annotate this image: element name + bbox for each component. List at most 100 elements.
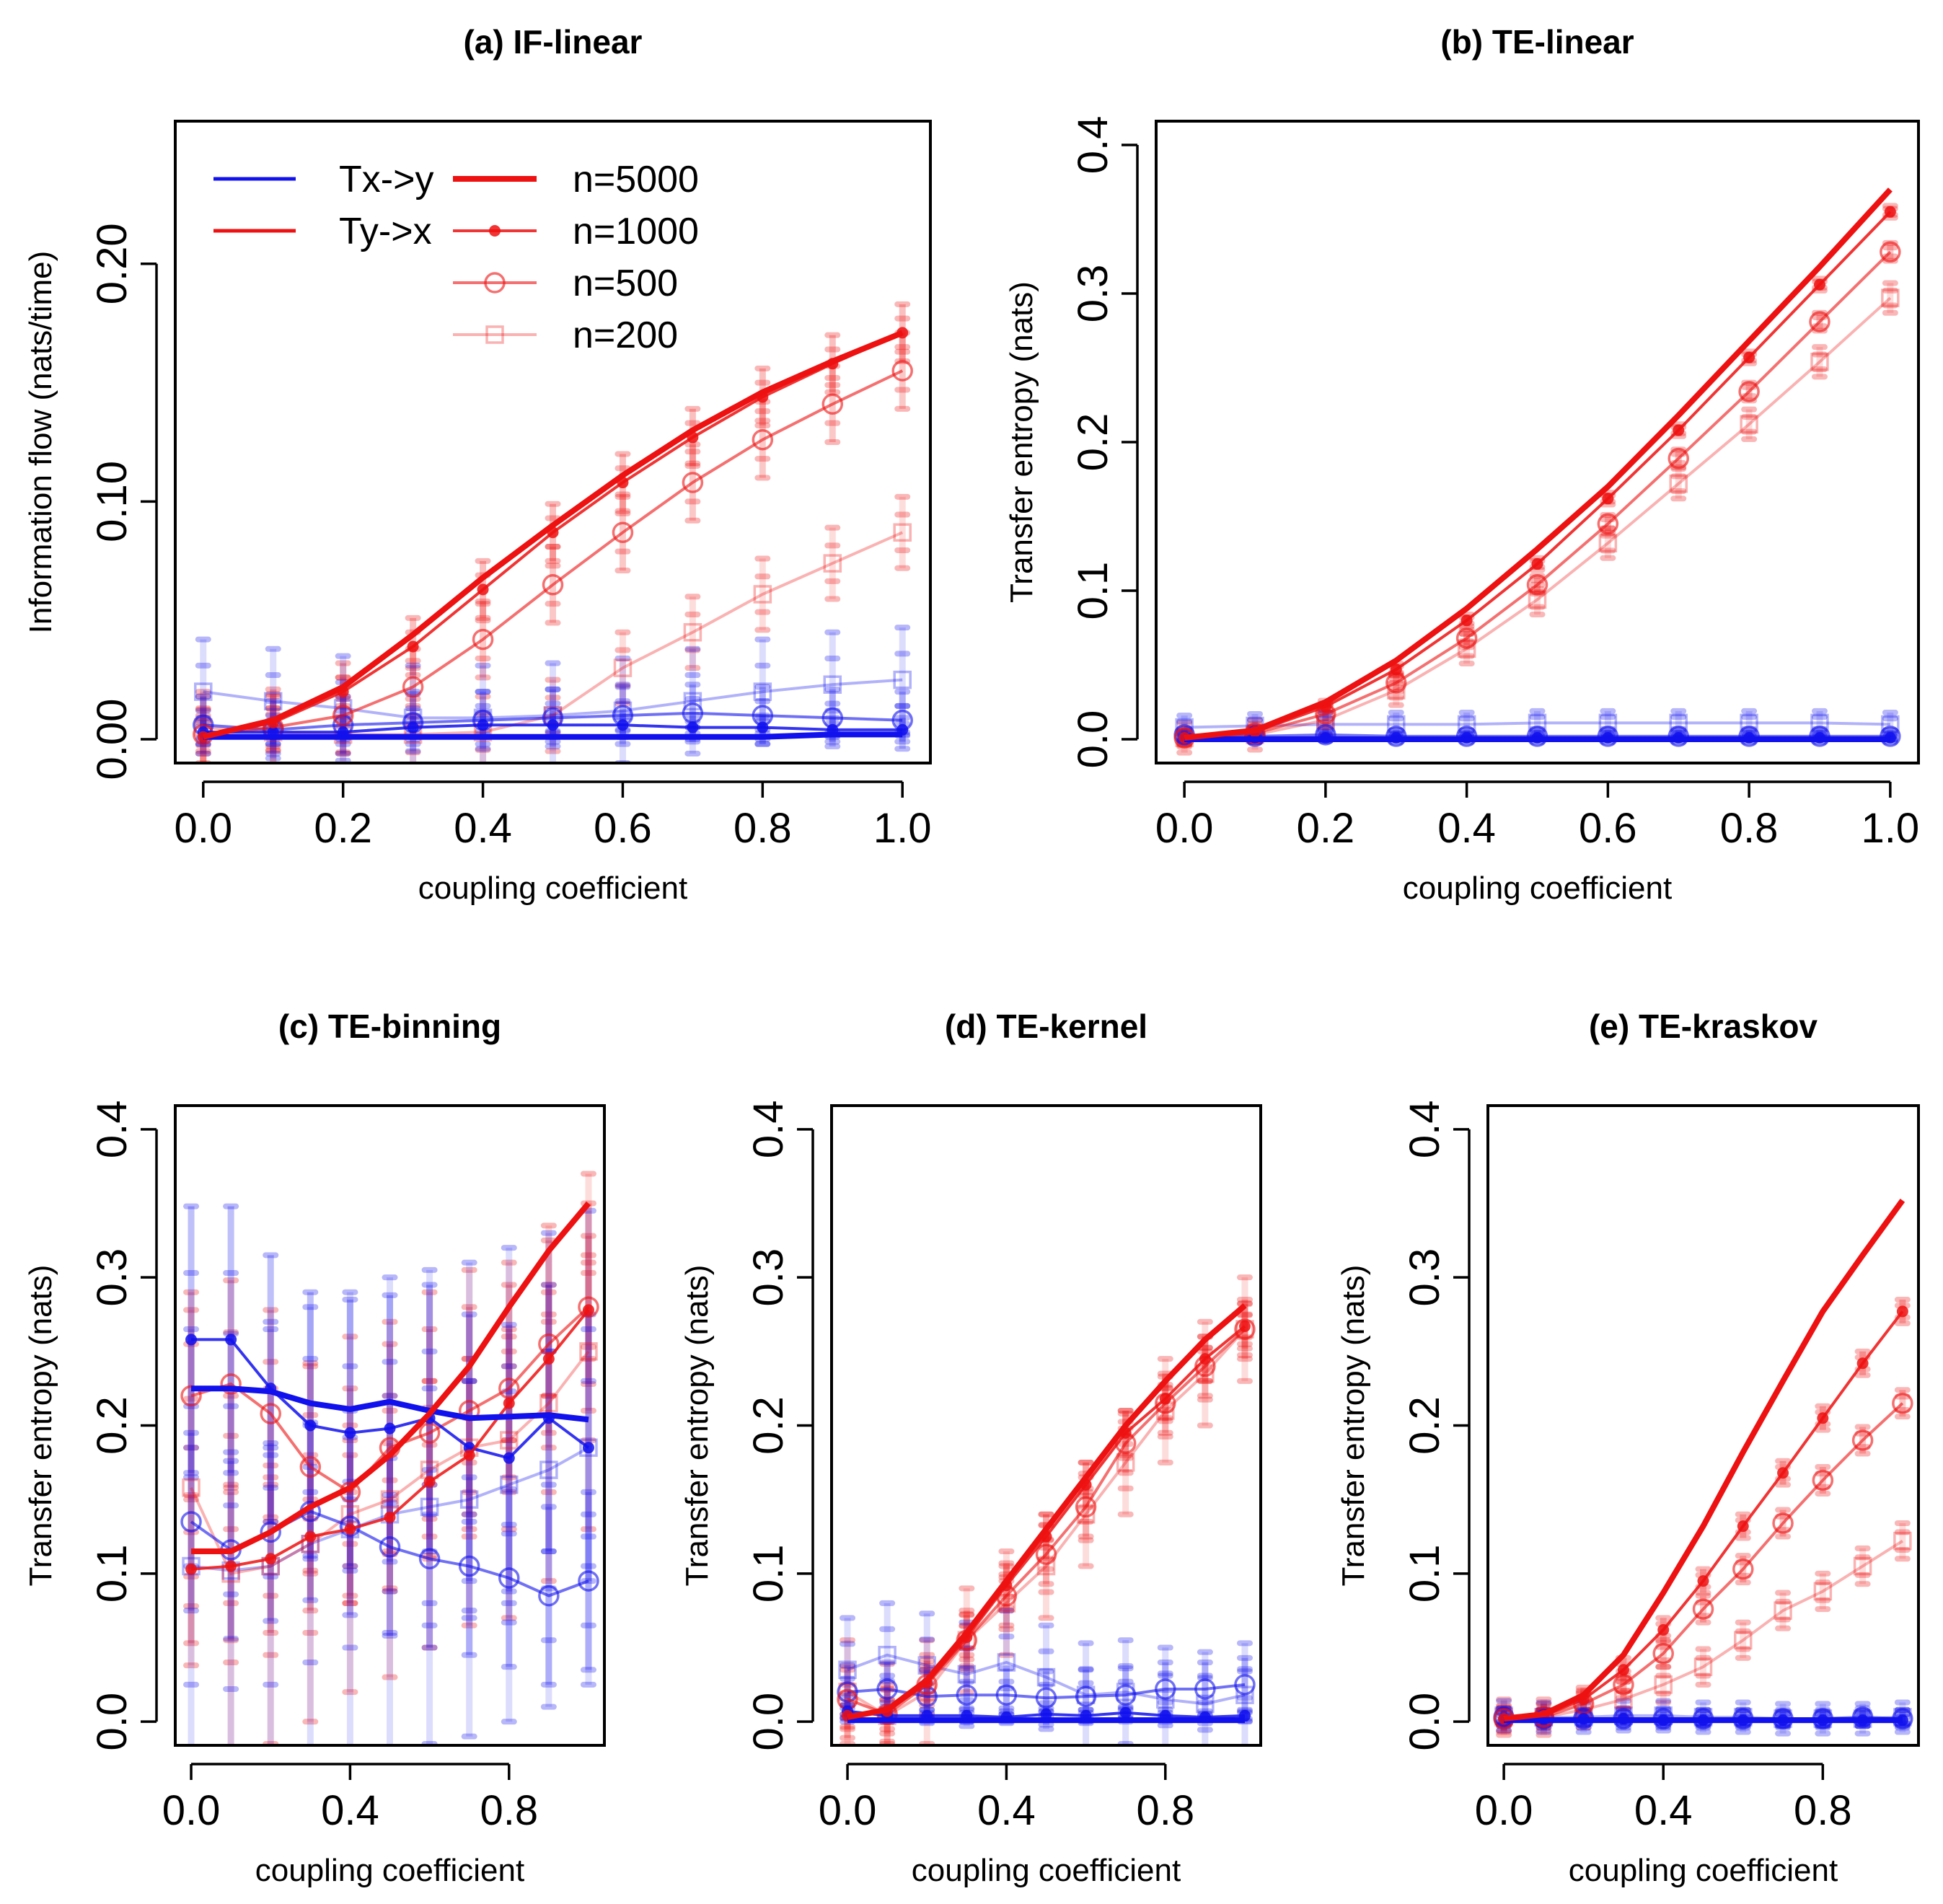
data-point xyxy=(463,1449,475,1461)
panel-b: 0.0 0.2 0.4 0.6 0.8 1.0 0.0 0.1 0.2 0.3 0.4 (b) TE-… xyxy=(1004,23,1920,906)
x-axis-label: coupling coefficient xyxy=(255,1853,524,1888)
series-line xyxy=(1504,1540,1903,1719)
data-point xyxy=(423,1476,436,1488)
data-point xyxy=(1817,1412,1829,1424)
y-tick-label: 0.4 xyxy=(745,1101,792,1159)
y-tick-label: 0.0 xyxy=(745,1693,792,1751)
x-tick-label: 0.0 xyxy=(1155,805,1214,852)
data-point xyxy=(1772,1512,1794,1534)
y-tick-label: 0.2 xyxy=(745,1396,792,1455)
data-point xyxy=(613,658,633,677)
data-point xyxy=(1737,1520,1749,1533)
data-point xyxy=(1657,1623,1670,1636)
data-point xyxy=(917,1656,936,1675)
data-point xyxy=(1893,1531,1912,1551)
plot-area-d xyxy=(837,1274,1256,1745)
data-point xyxy=(1813,278,1825,291)
data-point xyxy=(500,1431,519,1450)
data-point xyxy=(582,1442,594,1454)
data-point xyxy=(837,1681,858,1703)
data-point xyxy=(752,428,774,451)
data-point xyxy=(1892,1392,1913,1414)
data-point xyxy=(1880,241,1901,263)
legend-label: Ty->x xyxy=(339,211,432,252)
data-point xyxy=(876,1678,898,1700)
x-tick-label: 0.0 xyxy=(162,1787,221,1834)
data-point xyxy=(1238,1320,1251,1332)
x-tick-label: 1.0 xyxy=(1862,805,1920,852)
data-point xyxy=(1740,415,1758,434)
series-line xyxy=(847,1303,1247,1720)
data-point xyxy=(1853,1556,1872,1576)
data-point xyxy=(1528,590,1547,609)
series-line xyxy=(847,1653,1246,1706)
x-tick-label: 0.8 xyxy=(1720,805,1779,852)
data-point xyxy=(547,719,559,731)
data-point xyxy=(1617,1664,1629,1676)
data-point xyxy=(1457,639,1476,658)
data-point xyxy=(682,472,704,493)
data-point xyxy=(1116,1453,1135,1472)
x-tick-label: 1.0 xyxy=(873,805,932,852)
data-point xyxy=(265,1553,277,1565)
y-tick-label: 0.4 xyxy=(1401,1101,1448,1159)
data-point xyxy=(1598,713,1618,733)
data-point xyxy=(1693,1657,1713,1676)
legend-label: n=200 xyxy=(573,314,678,356)
y-tick-label: 0.1 xyxy=(1401,1545,1448,1603)
data-point xyxy=(1597,513,1619,535)
data-point xyxy=(757,721,769,733)
x-tick-label: 0.6 xyxy=(594,805,652,852)
y-axis-label: Transfer entropy (nats) xyxy=(23,1265,58,1587)
series-line xyxy=(847,1328,1246,1716)
y-tick-label: 0.0 xyxy=(1401,1693,1448,1751)
x-tick-label: 0.8 xyxy=(480,1787,538,1834)
data-point xyxy=(1851,1429,1874,1451)
data-point xyxy=(1812,1469,1834,1491)
y-axis-label: Transfer entropy (nats) xyxy=(1336,1265,1371,1587)
data-point xyxy=(1156,1690,1175,1709)
y-axis-label: Transfer entropy (nats) xyxy=(679,1265,715,1587)
y-tick-label: 0.1 xyxy=(745,1545,792,1603)
data-point xyxy=(893,670,912,689)
series-line xyxy=(191,1201,591,1554)
data-point xyxy=(1743,351,1755,363)
data-point xyxy=(995,1684,1018,1706)
data-point xyxy=(477,719,489,731)
x-axis-label: coupling coefficient xyxy=(912,1853,1181,1888)
data-point xyxy=(1810,353,1829,371)
data-point xyxy=(1667,447,1689,470)
data-point xyxy=(1669,474,1688,493)
x-tick-label: 0.2 xyxy=(314,805,372,852)
x-tick-label: 0.4 xyxy=(321,1787,379,1834)
data-point xyxy=(1881,288,1900,307)
data-point xyxy=(344,1427,356,1439)
x-axis-label: coupling coefficient xyxy=(418,871,687,906)
data-point xyxy=(1036,1667,1056,1687)
data-point xyxy=(498,1567,520,1589)
series-line xyxy=(202,330,904,740)
data-point xyxy=(185,1334,198,1346)
data-point xyxy=(1234,1674,1256,1696)
series-line xyxy=(1184,296,1892,739)
data-point xyxy=(1155,1678,1176,1700)
panel-d: 0.0 0.4 0.8 0.0 0.1 0.2 0.3 0.4 (d) TE-kernel cou… xyxy=(679,1008,1262,1888)
data-point xyxy=(753,585,772,604)
data-point xyxy=(1235,1685,1254,1704)
data-point xyxy=(402,676,424,698)
data-point xyxy=(194,682,213,701)
y-tick-label: 0.10 xyxy=(89,461,136,542)
x-tick-label: 0.6 xyxy=(1579,805,1637,852)
data-point xyxy=(380,1490,400,1509)
data-point xyxy=(891,360,913,382)
data-point xyxy=(1526,726,1548,747)
data-point xyxy=(1598,534,1618,552)
data-point xyxy=(1614,1690,1633,1709)
y-axis-label: Transfer entropy (nats) xyxy=(1004,281,1039,603)
chart-title: (e) TE-kraskov xyxy=(1589,1008,1818,1045)
data-point xyxy=(617,719,629,731)
data-point xyxy=(420,1497,439,1517)
data-point xyxy=(1856,1357,1869,1370)
data-point xyxy=(477,583,489,596)
data-point xyxy=(260,1521,281,1543)
